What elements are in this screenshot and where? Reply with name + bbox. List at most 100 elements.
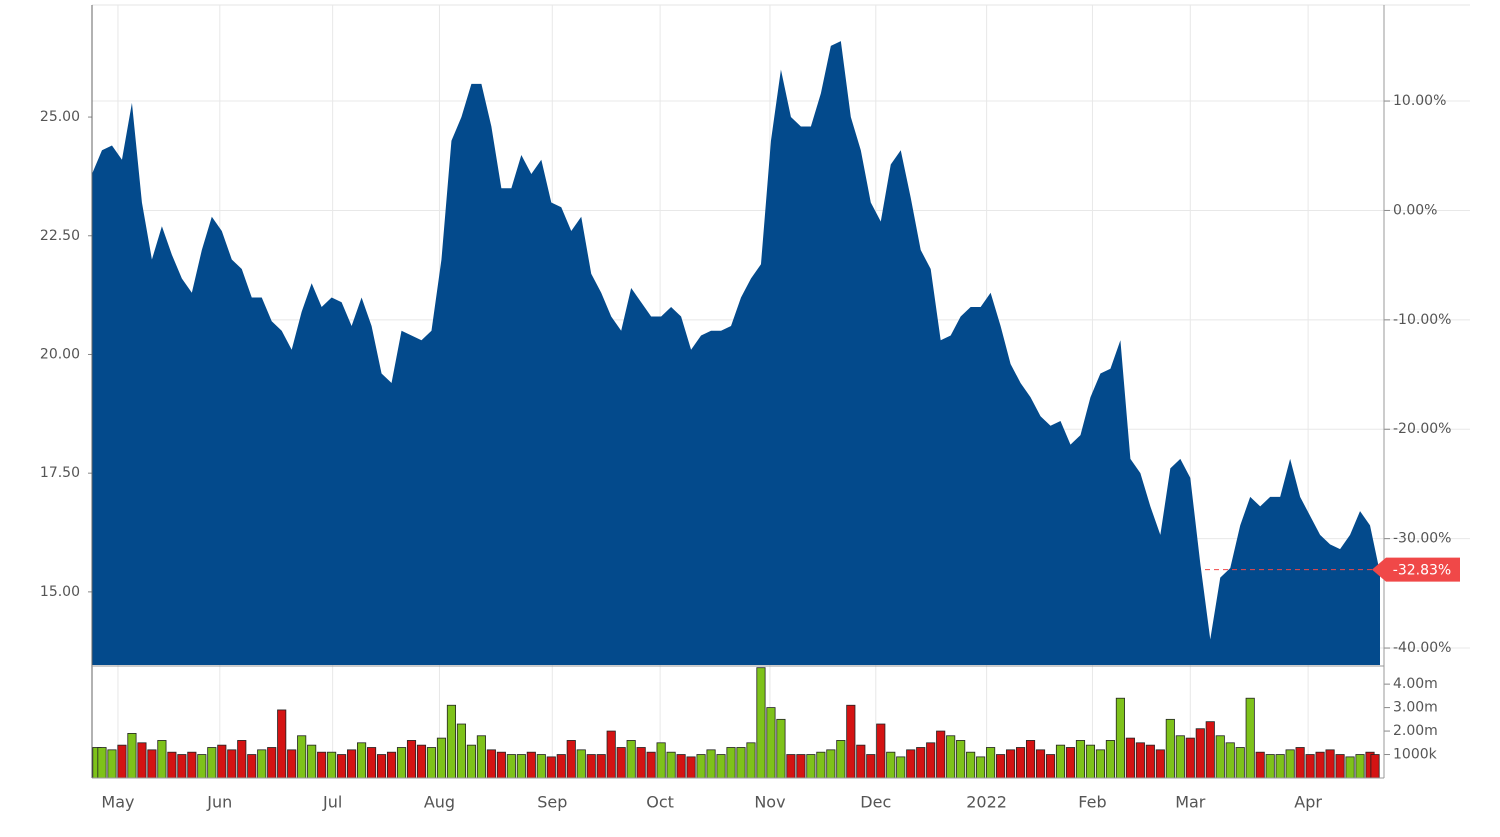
x-tick-label: 2022 (966, 793, 1007, 812)
y-tick-label: 20.00 (40, 346, 80, 362)
y-tick-label: 17.50 (40, 465, 80, 481)
volume-bar (426, 747, 437, 779)
volume-bar (756, 667, 766, 779)
volume-bar (996, 754, 1006, 779)
volume-bar (536, 754, 546, 779)
volume-bar (796, 754, 806, 779)
volume-bar (1006, 749, 1016, 779)
y-tick-label: 25.00 (40, 109, 80, 125)
volume-bar (846, 704, 856, 779)
volume-bar (1325, 749, 1335, 779)
volume-bar (696, 754, 706, 779)
volume-bar (327, 751, 337, 779)
y-tick-label: 15.00 (40, 584, 80, 600)
y2-tick-label: -20.00% (1393, 421, 1451, 437)
volume-bar (1115, 697, 1125, 779)
volume-bar (406, 740, 417, 779)
volume-bar (946, 735, 956, 779)
volume-bar (786, 754, 796, 779)
volume-tick-label: 4.00m (1393, 676, 1438, 692)
volume-bar (147, 749, 157, 779)
volume-bar (317, 751, 327, 779)
volume-bar (287, 749, 297, 779)
volume-tick-label: 1000k (1393, 747, 1438, 763)
volume-bar (307, 744, 317, 779)
volume-bar (546, 756, 556, 779)
volume-bar (1015, 747, 1026, 779)
volume-bar (516, 754, 526, 779)
volume-bar (876, 723, 886, 779)
y2-tick-label: -10.00% (1393, 312, 1451, 328)
volume-bar (1095, 749, 1105, 779)
volume-bar (347, 749, 357, 779)
x-tick-label: Dec (860, 793, 891, 812)
volume-bar (217, 744, 227, 779)
volume-bar (746, 742, 756, 779)
volume-bar (1335, 754, 1345, 779)
x-tick-label: Sep (537, 793, 567, 812)
volume-bar (866, 754, 876, 779)
volume-bar (576, 749, 586, 779)
x-tick-label: Aug (424, 793, 455, 812)
y-tick-label: 22.50 (40, 228, 80, 244)
volume-bar (986, 747, 996, 779)
volume-bar (1225, 742, 1235, 779)
volume-bar (1175, 735, 1185, 779)
volume-bar (1035, 749, 1046, 779)
x-tick-label: Apr (1294, 793, 1322, 812)
volume-bar (826, 749, 836, 779)
volume-bar (806, 754, 816, 779)
volume-bar (227, 749, 237, 779)
volume-bar (606, 730, 616, 779)
volume-bar (107, 749, 117, 779)
volume-bar (496, 751, 506, 779)
volume-bar (646, 751, 656, 779)
volume-bar (1275, 754, 1285, 779)
volume-bar (616, 747, 626, 779)
volume-bar (1085, 744, 1096, 779)
volume-bar (456, 723, 466, 779)
volume-bar (676, 754, 686, 779)
volume-bar (936, 730, 946, 779)
volume-bar (1105, 740, 1115, 779)
volume-bar (716, 754, 726, 779)
volume-bar (277, 709, 287, 779)
volume-bar (896, 756, 906, 779)
volume-bar (686, 756, 696, 779)
x-tick-label: May (101, 793, 134, 812)
volume-bar (1265, 754, 1275, 779)
volume-bar (1235, 747, 1245, 779)
volume-bar (1255, 751, 1265, 779)
y2-tick-label: 10.00% (1393, 93, 1446, 109)
volume-bar (1155, 749, 1165, 779)
volume-bar (556, 754, 566, 779)
volume-bar (1125, 737, 1135, 779)
volume-bar (247, 754, 257, 779)
volume-bar (436, 737, 447, 779)
volume-bar (137, 742, 147, 779)
volume-bar (1370, 754, 1380, 779)
volume-bar (596, 754, 606, 779)
volume-bar (976, 756, 986, 779)
volume-bar (916, 747, 926, 779)
volume-bar (566, 740, 576, 779)
volume-bar (816, 751, 826, 779)
volume-bar (416, 744, 427, 779)
volume-bar (157, 740, 167, 779)
volume-bar (1185, 737, 1195, 779)
volume-tick-label: 2.00m (1393, 723, 1438, 739)
volume-bar (1355, 754, 1365, 779)
volume-bar (1295, 747, 1305, 779)
x-tick-label: Mar (1175, 793, 1206, 812)
volume-bar (357, 742, 367, 779)
x-tick-label: Oct (646, 793, 674, 812)
volume-bar (1345, 756, 1355, 779)
volume-bar (526, 751, 536, 779)
volume-bar (1285, 749, 1295, 779)
last-change-label: -32.83% (1393, 563, 1451, 579)
volume-bar (1315, 751, 1325, 779)
x-tick-label: Feb (1078, 793, 1106, 812)
y2-tick-label: 0.00% (1393, 202, 1437, 218)
volume-bar (886, 751, 896, 779)
